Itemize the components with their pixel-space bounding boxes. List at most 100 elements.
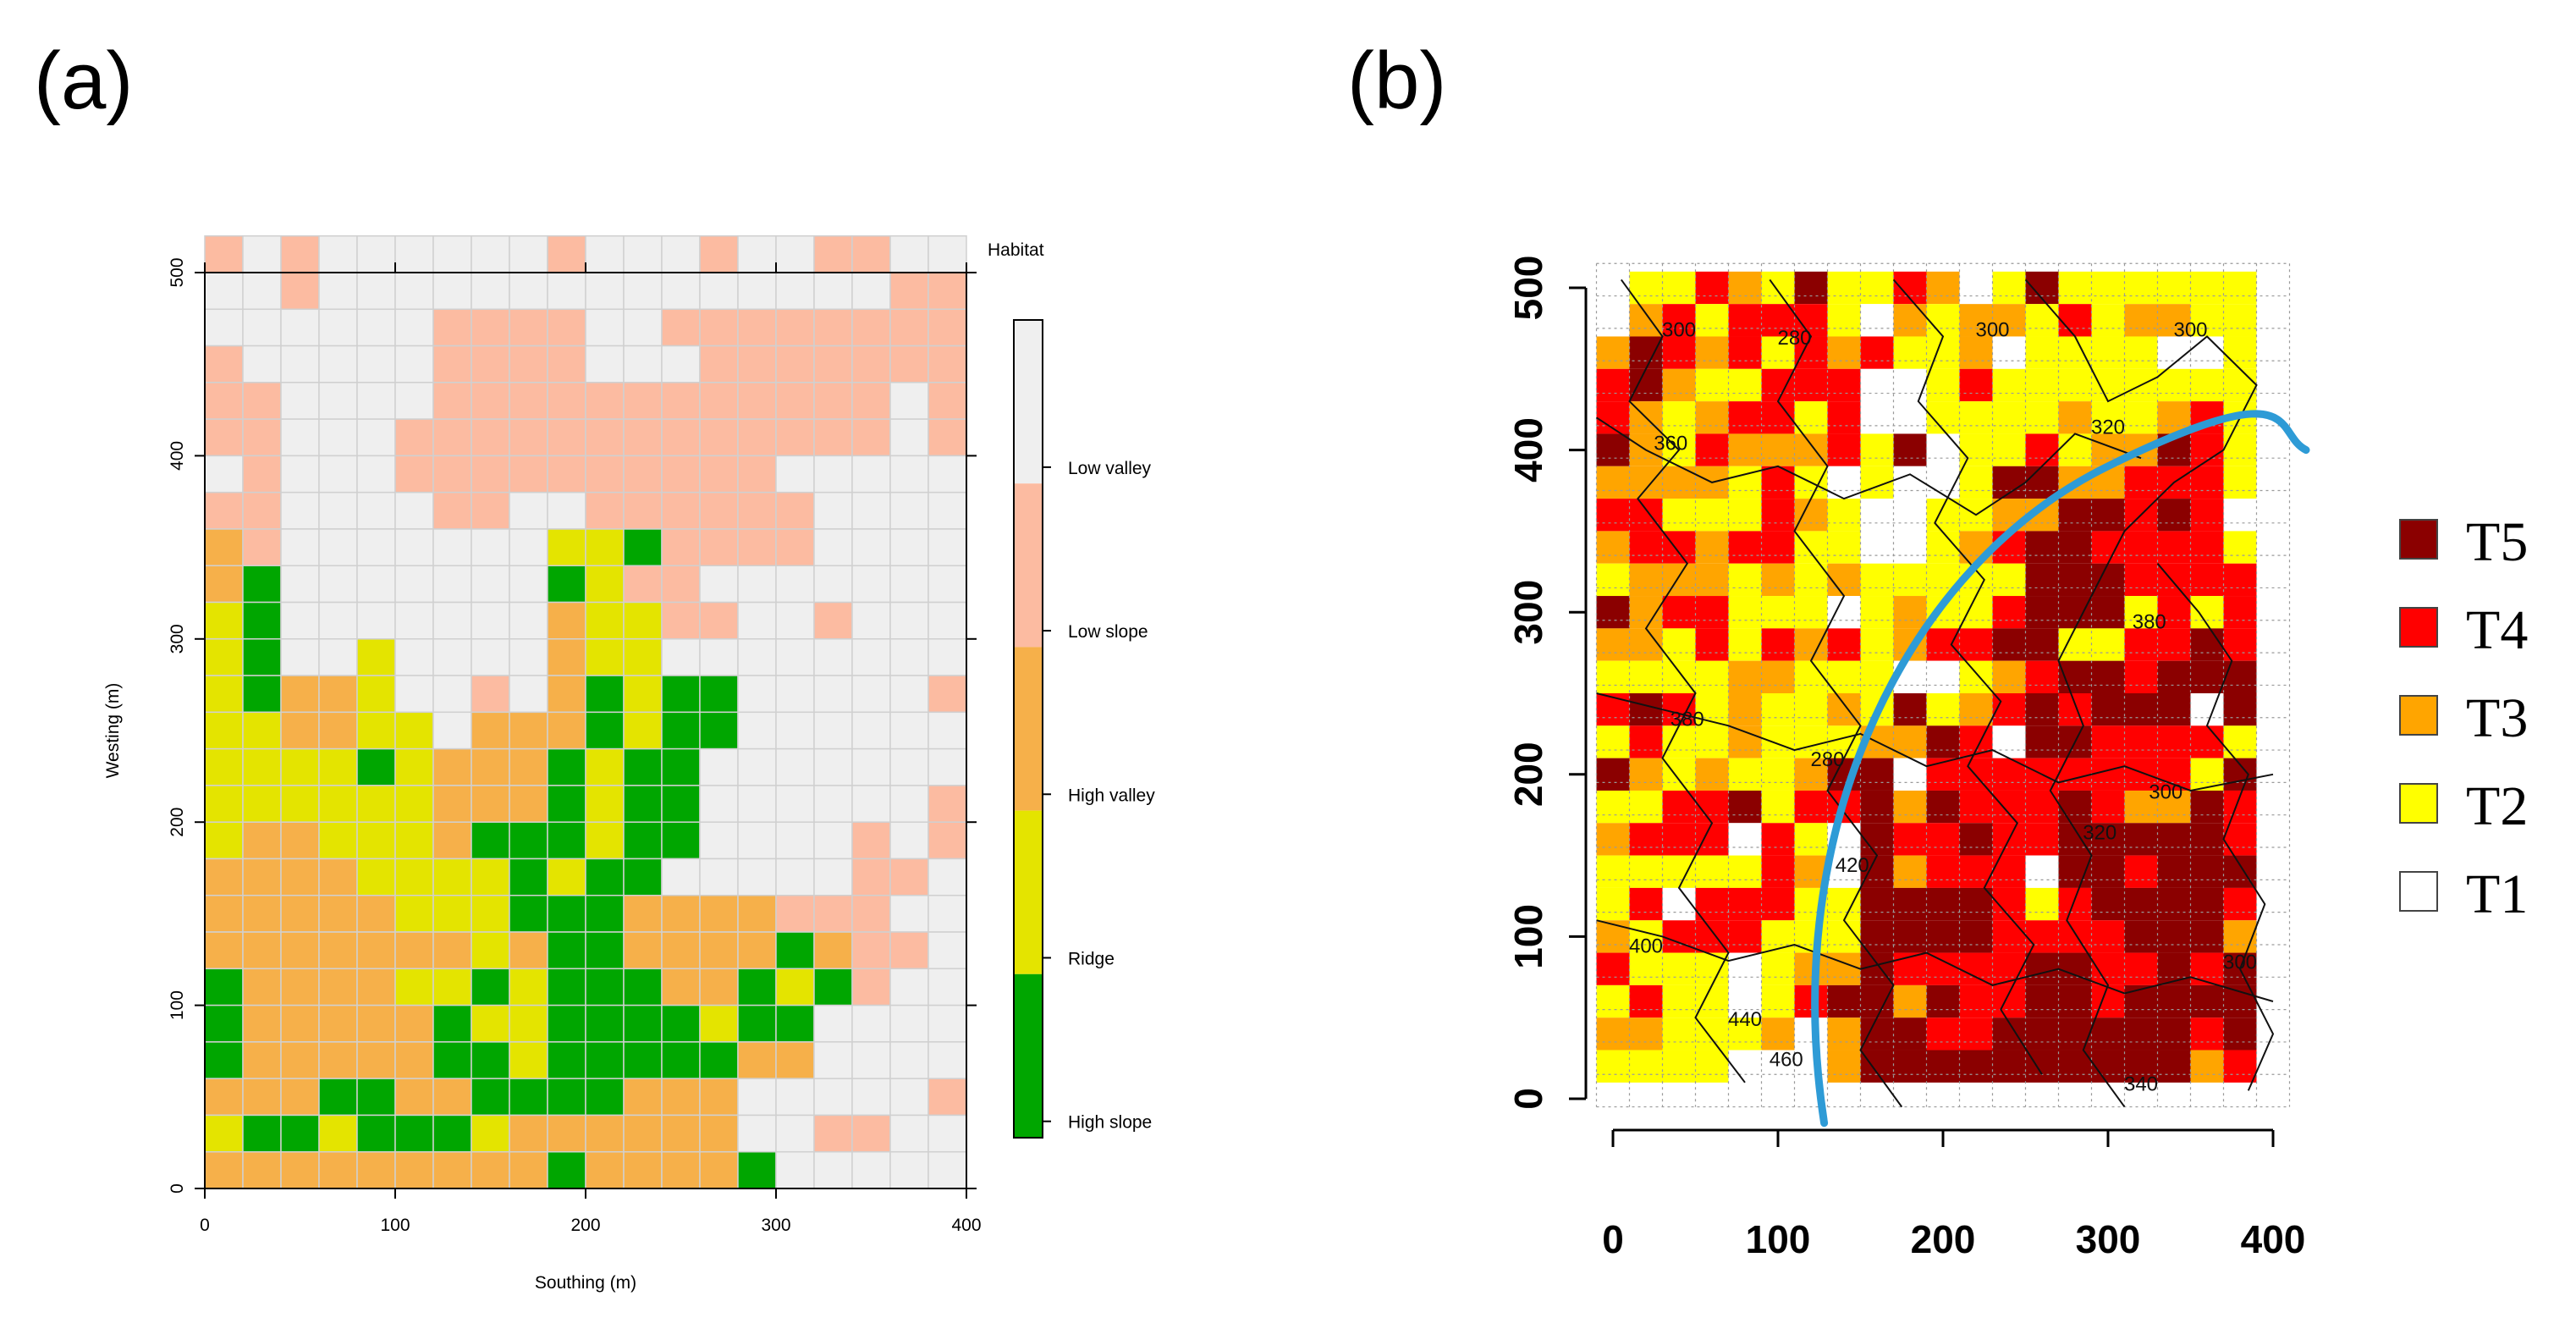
habitat-cell	[585, 1150, 625, 1189]
type-cell	[2157, 1050, 2191, 1083]
type-cell	[1761, 1017, 1795, 1051]
type-cell	[1761, 758, 1795, 791]
habitat-cell	[851, 601, 891, 640]
habitat-cell	[699, 491, 739, 530]
type-cell	[1827, 887, 1861, 921]
type-cell	[1893, 304, 1927, 337]
type-cell	[2190, 725, 2224, 758]
type-cell	[1992, 660, 2026, 693]
habitat-cell	[889, 272, 929, 311]
habitat-cell	[889, 858, 929, 896]
habitat-cell	[661, 858, 701, 896]
contour-label: 280	[1810, 748, 1844, 771]
contour-label: 380	[2133, 610, 2166, 633]
habitat-cell	[585, 234, 625, 273]
habitat-cell	[737, 455, 777, 494]
type-cell	[1959, 920, 1993, 953]
habitat-cell	[547, 234, 586, 273]
type-cell	[1794, 725, 1828, 758]
type-cell	[1596, 887, 1630, 921]
type-cell	[1695, 855, 1729, 888]
type-cell	[1629, 758, 1663, 791]
type-cell	[2190, 887, 2224, 921]
type-cell	[2091, 984, 2125, 1018]
type-cell	[2058, 952, 2092, 985]
habitat-cell	[242, 821, 282, 860]
type-cell	[1860, 790, 1894, 824]
habitat-cell	[547, 565, 586, 604]
type-cell	[2223, 887, 2257, 921]
habitat-cell	[394, 528, 434, 566]
habitat-cell	[356, 968, 396, 1006]
type-cell	[2025, 466, 2059, 499]
type-cell	[1728, 758, 1762, 791]
habitat-cell	[318, 345, 358, 383]
habitat-cell	[242, 345, 282, 383]
type-cell	[2025, 660, 2059, 693]
type-cell	[2223, 693, 2257, 726]
habitat-cell	[356, 675, 396, 714]
habitat-cell	[471, 418, 510, 457]
type-cell	[1827, 271, 1861, 305]
type-cell	[2124, 693, 2158, 726]
type-cell	[1596, 725, 1630, 758]
type-cell	[2058, 790, 2092, 824]
type-cell	[1728, 563, 1762, 597]
type-cell	[1992, 984, 2026, 1018]
habitat-cell	[813, 308, 853, 347]
habitat-cell	[356, 1114, 396, 1153]
habitat-cell	[927, 968, 967, 1006]
habitat-cell	[509, 638, 548, 676]
type-cell	[1629, 1050, 1663, 1083]
type-cell	[2190, 660, 2224, 693]
type-cell	[1596, 271, 1630, 305]
type-cell	[1596, 1017, 1630, 1051]
type-cell	[1992, 920, 2026, 953]
habitat-cell	[661, 1041, 701, 1079]
type-cell	[1629, 1017, 1663, 1051]
habitat-cell	[318, 1114, 358, 1153]
habitat-cell	[623, 528, 663, 566]
habitat-cell	[775, 491, 815, 530]
habitat-cell	[356, 821, 396, 860]
habitat-cell	[356, 1078, 396, 1117]
type-cell	[2091, 336, 2125, 369]
type-cell	[1761, 790, 1795, 824]
habitat-cell	[889, 785, 929, 823]
type-cell	[1761, 401, 1795, 434]
type-cell	[2124, 1050, 2158, 1083]
habitat-cell	[585, 785, 625, 823]
type-cell	[1959, 596, 1993, 629]
habitat-cell	[851, 785, 891, 823]
habitat-cell	[242, 1150, 282, 1189]
habitat-cell	[889, 565, 929, 604]
type-cell	[1695, 499, 1729, 532]
habitat-cell	[699, 1078, 739, 1117]
type-cell	[1827, 628, 1861, 661]
habitat-cell	[204, 234, 244, 273]
type-cell	[1728, 920, 1762, 953]
habitat-cell	[509, 1078, 548, 1117]
type-cell	[2091, 855, 2125, 888]
type-cell	[1596, 304, 1630, 337]
habitat-cell	[699, 1114, 739, 1153]
habitat-cell	[775, 272, 815, 311]
habitat-cell	[471, 1078, 510, 1117]
habitat-cell	[280, 895, 320, 933]
habitat-cell	[394, 345, 434, 383]
type-cell	[2091, 693, 2125, 726]
habitat-cell	[547, 528, 586, 566]
type-cell	[1662, 823, 1696, 856]
type-cell	[1596, 466, 1630, 499]
habitat-cell	[927, 785, 967, 823]
x-tick-label-a: 400	[951, 1216, 981, 1235]
type-cell	[1992, 433, 2026, 466]
type-cell	[2091, 790, 2125, 824]
habitat-cell	[851, 711, 891, 750]
habitat-cell	[813, 418, 853, 457]
type-cell	[1728, 433, 1762, 466]
habitat-cell	[547, 1004, 586, 1043]
habitat-cell	[737, 858, 777, 896]
type-cell	[1761, 984, 1795, 1018]
habitat-cell	[813, 455, 853, 494]
